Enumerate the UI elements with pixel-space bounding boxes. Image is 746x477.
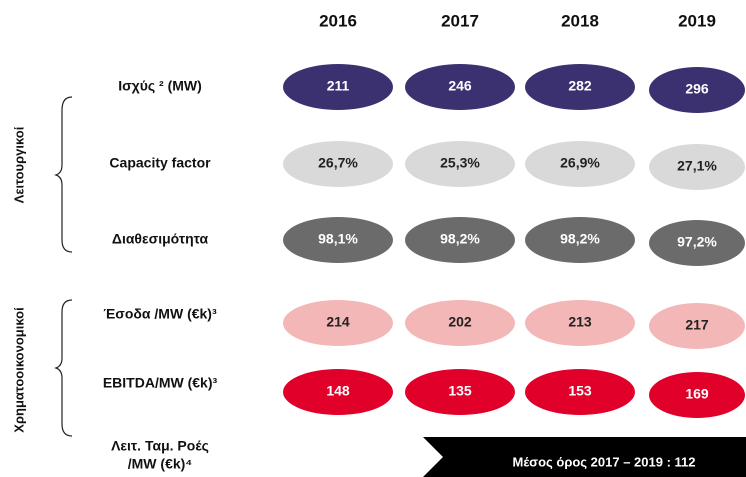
- banner: [423, 437, 746, 477]
- cell-value: 153: [568, 383, 592, 399]
- cell-badge: [283, 217, 393, 263]
- banner-text: Μέσος όρος 2017 – 2019 : 112: [512, 454, 695, 469]
- cell-value: 296: [685, 81, 709, 97]
- cell-badge: [525, 369, 635, 415]
- cell-badge: [525, 64, 635, 110]
- row-label: EBITDA/MW (€k)³: [103, 375, 218, 391]
- cell-value: 282: [568, 78, 592, 94]
- row-label: /MW (€k)⁴: [128, 456, 193, 472]
- year: 2017: [441, 11, 479, 30]
- cell-value: 98,1%: [318, 231, 358, 247]
- cell-value: 98,2%: [440, 231, 480, 247]
- cell-badge: [283, 300, 393, 346]
- group-label: Χρηματοοικονομικοί: [11, 307, 26, 433]
- year: 2016: [319, 11, 357, 30]
- row-label: Capacity factor: [109, 155, 211, 171]
- cell-badge: [649, 144, 745, 190]
- cell-badge: [525, 217, 635, 263]
- row-label: Λειτ. Ταμ. Ροές: [111, 438, 209, 454]
- cell-badge: [649, 220, 745, 266]
- row-label: Έσοδα /MW (€k)³: [103, 306, 217, 322]
- cell-badge: [649, 67, 745, 113]
- cell-badge: [649, 372, 745, 418]
- cell-value: 246: [448, 78, 472, 94]
- cell-value: 214: [326, 314, 350, 330]
- cell-value: 27,1%: [677, 158, 717, 174]
- brace: [54, 299, 73, 437]
- cell-value: 98,2%: [560, 231, 600, 247]
- row-label: Ισχύς ² (MW): [118, 78, 202, 94]
- year: 2019: [678, 11, 716, 30]
- cell-badge: [405, 64, 515, 110]
- cell-value: 97,2%: [677, 234, 717, 250]
- cell-badge: [405, 141, 515, 187]
- cell-value: 148: [326, 383, 350, 399]
- brace: [54, 96, 73, 253]
- cell-value: 26,7%: [318, 155, 358, 171]
- cell-value: 213: [568, 314, 592, 330]
- cell-value: 202: [448, 314, 472, 330]
- cell-badge: [283, 369, 393, 415]
- cell-badge: [283, 141, 393, 187]
- cell-badge: [405, 300, 515, 346]
- row-label: Διαθεσιμότητα: [112, 231, 209, 247]
- year: 2018: [561, 11, 599, 30]
- group-label: Λειτουργικοί: [11, 126, 26, 203]
- cell-badge: [405, 369, 515, 415]
- cell-value: 211: [327, 78, 350, 94]
- cell-value: 25,3%: [440, 155, 480, 171]
- cell-value: 217: [685, 317, 709, 333]
- cell-value: 169: [685, 386, 709, 402]
- cell-badge: [405, 217, 515, 263]
- cell-badge: [525, 300, 635, 346]
- cell-badge: [649, 303, 745, 349]
- cell-value: 135: [448, 383, 472, 399]
- cell-badge: [525, 141, 635, 187]
- cell-value: 26,9%: [560, 155, 600, 171]
- cell-badge: [283, 64, 393, 110]
